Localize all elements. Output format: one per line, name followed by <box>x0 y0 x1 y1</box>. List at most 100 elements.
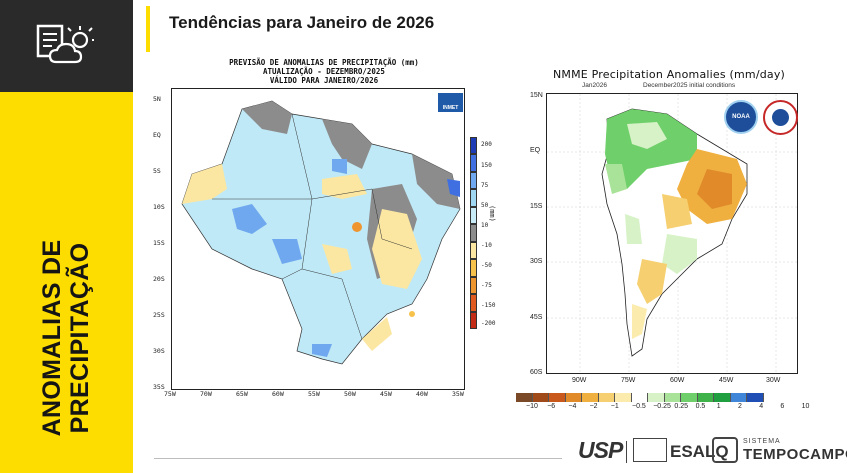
left-cbar-label: 200 <box>481 141 492 148</box>
tempocampo-icon <box>712 437 738 463</box>
left-cbar-label: 150 <box>481 162 492 169</box>
left-map-ytick: 5S <box>153 167 161 175</box>
left-map-ytick: 30S <box>153 347 165 355</box>
right-map-xtick: 90W <box>572 377 587 384</box>
left-cbar-swatch <box>470 206 477 225</box>
left-map-unit: (mm) <box>488 205 496 222</box>
right-cbar-swatch <box>565 393 582 402</box>
sidebar-title-panel <box>0 92 133 473</box>
left-cbar-swatch <box>470 276 477 295</box>
right-cbar-label: 0.25 <box>674 403 689 410</box>
footer-divider <box>154 458 562 459</box>
right-cbar-swatch <box>681 393 698 402</box>
left-cbar-label: -10 <box>481 242 492 249</box>
right-cbar-swatch <box>730 393 747 402</box>
right-cbar-label: 10 <box>801 403 810 410</box>
left-cbar-label: 50 <box>481 202 489 209</box>
right-cbar-swatch <box>747 393 764 402</box>
right-map-colorbar <box>516 393 764 402</box>
left-map-xtick: 60W <box>272 390 284 398</box>
sidebar-title-line1: ANOMALIAS DE <box>38 239 66 437</box>
right-cbar-swatch <box>516 393 533 402</box>
left-map-ytick: 35S <box>153 383 165 391</box>
logo-divider <box>626 441 627 463</box>
left-cbar-swatch <box>470 154 477 172</box>
noaa-logo: NOAA <box>724 100 758 134</box>
right-map-ytick: 15N <box>530 92 543 99</box>
left-map-xtick: 75W <box>164 390 176 398</box>
right-map-subtitle-left: Jan2026 <box>582 82 607 89</box>
left-map-plot <box>171 88 465 390</box>
left-cbar-label: -75 <box>481 282 492 289</box>
right-cbar-label: −2 <box>589 403 598 410</box>
right-cbar-swatch <box>598 393 615 402</box>
sidebar-header <box>0 0 133 92</box>
right-map-plot <box>546 93 798 374</box>
page-title: Tendências para Janeiro de 2026 <box>169 13 435 32</box>
right-map-ytick: 15S <box>530 203 543 210</box>
right-cbar-label: 2 <box>738 403 742 410</box>
tempocampo-logo: TEMPOCAMPO <box>743 446 847 463</box>
left-map-ytick: 15S <box>153 239 165 247</box>
right-cbar-label: 0.5 <box>695 403 706 410</box>
right-cbar-swatch <box>664 393 681 402</box>
right-cbar-swatch <box>532 393 549 402</box>
right-map-xtick: 45W <box>719 377 734 384</box>
right-cbar-label: −0.25 <box>653 403 671 410</box>
right-map-ytick: 60S <box>530 369 543 376</box>
right-cbar-label: −10 <box>526 403 538 410</box>
right-cbar-swatch <box>648 393 665 402</box>
left-cbar-label: 10 <box>481 222 489 229</box>
right-map-ytick: 30S <box>530 258 543 265</box>
right-cbar-swatch <box>631 393 648 402</box>
left-cbar-label: -200 <box>481 320 496 327</box>
left-cbar-label: -150 <box>481 302 496 309</box>
usp-logo: USP <box>578 437 623 463</box>
left-cbar-label: -50 <box>481 262 492 269</box>
left-cbar-swatch <box>470 137 477 155</box>
left-map-xtick: 70W <box>200 390 212 398</box>
left-map-title-line1: PREVISÃO DE ANOMALIAS DE PRECIPITAÇÃO (m… <box>229 58 419 67</box>
left-map-ytick: 20S <box>153 275 165 283</box>
left-map-xtick: 55W <box>308 390 320 398</box>
right-cbar-label: 4 <box>759 403 764 410</box>
left-map-xtick: 45W <box>380 390 392 398</box>
right-map-xtick: 60W <box>670 377 685 384</box>
inmet-logo: INMET <box>438 93 463 112</box>
left-map-xtick: 50W <box>344 390 356 398</box>
sidebar-title-line2: PRECIPITAÇÃO <box>66 242 94 434</box>
weather-report-icon <box>36 24 94 64</box>
header-accent-bar <box>146 6 150 52</box>
left-map-colorbar <box>470 137 477 329</box>
left-cbar-swatch <box>470 171 477 190</box>
left-map-title: PREVISÃO DE ANOMALIAS DE PRECIPITAÇÃO (m… <box>214 58 434 85</box>
tempocampo-sistema-label: SISTEMA <box>743 438 781 445</box>
left-cbar-label: 75 <box>481 182 489 189</box>
right-cbar-swatch <box>582 393 599 402</box>
right-cbar-label: −1 <box>610 403 619 410</box>
south-america-anomaly-map <box>547 94 797 373</box>
right-map-xtick: 75W <box>621 377 636 384</box>
left-map-ytick: 5N <box>153 95 161 103</box>
right-cbar-swatch <box>615 393 632 402</box>
left-map-title-line3: VÁLIDO PARA JANEIRO/2026 <box>269 76 379 85</box>
left-map-ytick: 10S <box>153 203 165 211</box>
left-cbar-swatch <box>470 294 477 312</box>
left-map-xtick: 35W <box>452 390 464 398</box>
left-map-ytick: 25S <box>153 311 165 319</box>
left-map-xtick: 40W <box>416 390 428 398</box>
left-cbar-swatch <box>470 259 477 277</box>
right-map-title: NMME Precipitation Anomalies (mm/day) <box>553 68 786 81</box>
right-cbar-swatch <box>549 393 566 402</box>
right-cbar-swatch <box>697 393 714 402</box>
esalq-emblem <box>633 438 667 462</box>
left-cbar-swatch <box>470 189 477 207</box>
nws-logo <box>763 100 798 135</box>
nws-logo-emblem <box>772 109 789 126</box>
right-map-xtick: 30W <box>766 377 781 384</box>
right-cbar-label: 6 <box>780 403 785 410</box>
left-cbar-swatch <box>470 241 477 260</box>
left-map-xtick: 65W <box>236 390 248 398</box>
right-cbar-label: −0.5 <box>632 403 646 410</box>
right-cbar-label: −6 <box>547 403 556 410</box>
